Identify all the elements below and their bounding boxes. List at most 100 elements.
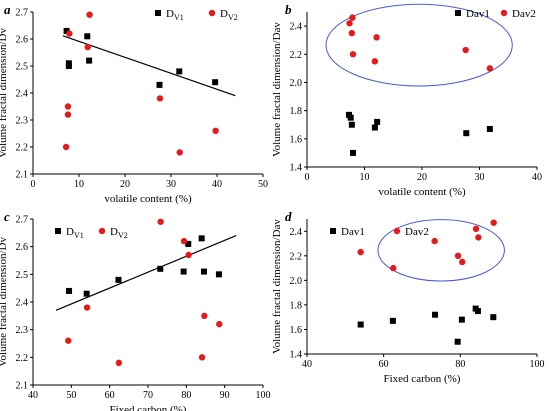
y-tick-label: 2.4 [16, 298, 29, 309]
legend-label: DV2 [110, 226, 128, 240]
data-point-dav1 [357, 321, 364, 328]
data-point-dav2 [349, 14, 356, 21]
panel-b: 0 10 20 30 40 1.4 1.6 1.8 2.0 2.2 2.4 volatile cont… [271, 2, 542, 198]
data-point-dav1 [374, 118, 381, 125]
x-tick-label: 50 [258, 179, 268, 190]
data-point-dv1 [63, 27, 70, 34]
panel-c: 40 50 60 70 80 90 100 2.1 2.2 2.3 2.4 2.5 2.6 2.7 Fixe… [0, 209, 271, 411]
data-point-dv2 [176, 149, 183, 156]
data-point-dv1 [65, 63, 72, 69]
x-tick-label: 10 [360, 172, 370, 183]
data-point-dv2 [198, 354, 206, 361]
data-point-dv2 [62, 143, 70, 151]
y-tick-label: 2.5 [16, 270, 29, 281]
y-tick-label: 2.0 [290, 276, 303, 287]
data-point-dv1 [200, 268, 207, 275]
y-tick-label: 2.3 [16, 116, 29, 127]
y-tick-label: 1.6 [290, 325, 303, 336]
legend-marker [455, 10, 461, 16]
x-tick-label: 10 [74, 179, 84, 190]
data-point-dv2 [180, 237, 188, 245]
x-axis-title: Fixed carbon (%) [110, 404, 187, 411]
y-tick-label: 2.2 [290, 251, 303, 262]
y-tick-label: 1.8 [290, 300, 303, 311]
y-tick-label: 2.4 [290, 22, 303, 33]
data-point-dav1 [458, 316, 465, 323]
data-point-dv2 [83, 304, 91, 311]
trend-line [62, 35, 236, 97]
x-tick-label: 80 [181, 390, 191, 401]
legend-marker [330, 228, 336, 234]
data-point-dav2 [346, 20, 353, 27]
y-tick-label: 2.2 [16, 353, 29, 364]
data-point-dv1 [83, 290, 90, 297]
data-point-dav2 [462, 46, 469, 54]
data-point-dv1 [115, 276, 122, 283]
legend-label: Dav2 [512, 8, 536, 20]
y-tick-label: 1.4 [290, 350, 303, 361]
y-axis-title: Volume fractal dimension/Dav [271, 219, 283, 354]
data-point-dv2 [201, 312, 208, 320]
legend-marker [393, 227, 401, 235]
x-tick-label: 40 [28, 390, 38, 401]
data-point-dv1 [84, 33, 91, 40]
data-point-dav2 [349, 51, 357, 58]
data-point-dv2 [185, 251, 192, 259]
y-axis-title: Volume fractal dimension/Dv [0, 28, 9, 158]
data-point-dv2 [212, 127, 219, 134]
highlight-ellipse [377, 219, 505, 282]
legend-label: DV1 [166, 8, 184, 22]
data-point-dav1 [486, 125, 493, 132]
data-point-dav1 [463, 130, 470, 137]
x-tick-label: 30 [475, 172, 485, 183]
y-tick-label: 2.0 [290, 78, 303, 89]
data-point-dv2 [115, 359, 123, 367]
x-tick-label: 20 [417, 172, 427, 183]
data-point-dv1 [185, 240, 192, 247]
data-point-dv1 [156, 81, 163, 88]
data-point-dav1 [474, 308, 481, 315]
data-point-dv1 [180, 268, 187, 275]
data-point-dv2 [65, 337, 72, 344]
x-tick-label: 80 [455, 359, 465, 370]
y-tick-label: 2.2 [290, 50, 303, 61]
data-point-dav1 [348, 121, 355, 128]
y-tick-label: 2.1 [16, 381, 29, 392]
y-tick-label: 2.3 [16, 325, 29, 336]
data-point-dav1 [432, 311, 439, 318]
data-point-dav2 [486, 65, 494, 72]
x-axis-title: Fixed carbon (%) [384, 373, 461, 385]
data-point-dav2 [357, 248, 364, 256]
y-tick-label: 2.7 [16, 8, 29, 19]
data-point-dv1 [157, 265, 164, 272]
legend-label: DV2 [220, 8, 238, 22]
data-point-dav1 [454, 338, 461, 345]
y-tick-label: 2.6 [16, 35, 29, 46]
data-point-dv2 [86, 11, 93, 18]
data-point-dav1 [371, 124, 378, 131]
panel-letter: c [4, 209, 10, 224]
x-tick-label: 60 [105, 390, 115, 401]
data-point-dav2 [472, 225, 480, 233]
data-point-dv1 [212, 79, 219, 86]
x-tick-label: 0 [305, 172, 310, 183]
legend-marker [55, 228, 61, 234]
y-tick-label: 2.7 [16, 215, 29, 226]
data-point-dav2 [371, 58, 379, 65]
x-tick-label: 0 [31, 179, 36, 190]
data-point-dv2 [64, 103, 72, 110]
trend-line [55, 235, 237, 311]
x-tick-label: 20 [120, 179, 130, 190]
legend-marker [98, 227, 106, 235]
legend-label: DV1 [66, 226, 84, 240]
data-point-dav2 [348, 29, 356, 37]
highlight-ellipse [325, 3, 513, 87]
data-point-dav2 [373, 34, 380, 41]
data-point-dav2 [490, 219, 497, 226]
data-point-dav2 [459, 258, 466, 266]
y-tick-label: 1.8 [290, 106, 303, 117]
x-tick-label: 100 [530, 359, 545, 370]
data-point-dav1 [490, 314, 497, 321]
data-point-dav1 [347, 114, 354, 121]
x-axis-title: volatile content (%) [378, 186, 466, 198]
